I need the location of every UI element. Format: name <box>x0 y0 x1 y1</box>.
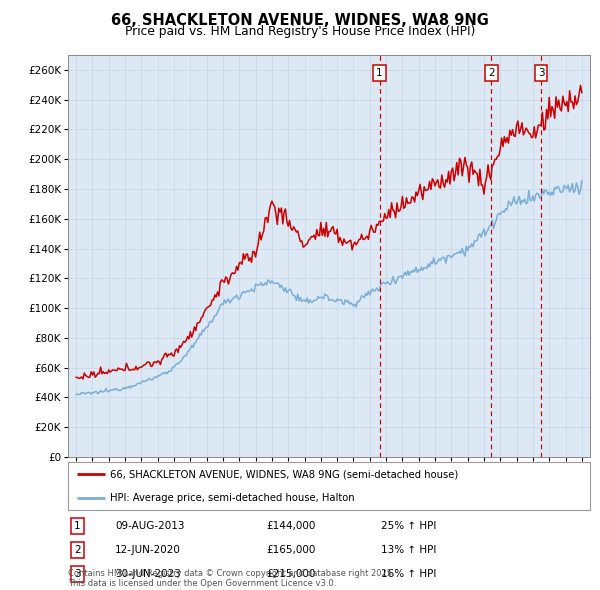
Text: Price paid vs. HM Land Registry's House Price Index (HPI): Price paid vs. HM Land Registry's House … <box>125 25 475 38</box>
Text: 66, SHACKLETON AVENUE, WIDNES, WA8 9NG: 66, SHACKLETON AVENUE, WIDNES, WA8 9NG <box>111 13 489 28</box>
Text: Contains HM Land Registry data © Crown copyright and database right 2025.
This d: Contains HM Land Registry data © Crown c… <box>68 569 395 588</box>
FancyBboxPatch shape <box>68 462 590 510</box>
Text: £215,000: £215,000 <box>266 569 316 579</box>
Text: 1: 1 <box>376 68 383 78</box>
Text: 12-JUN-2020: 12-JUN-2020 <box>115 545 181 555</box>
Text: HPI: Average price, semi-detached house, Halton: HPI: Average price, semi-detached house,… <box>110 493 355 503</box>
Text: £144,000: £144,000 <box>266 521 316 531</box>
Text: 16% ↑ HPI: 16% ↑ HPI <box>381 569 437 579</box>
Text: 09-AUG-2013: 09-AUG-2013 <box>115 521 184 531</box>
Text: 3: 3 <box>538 68 544 78</box>
Text: 2: 2 <box>488 68 494 78</box>
Text: 1: 1 <box>74 521 81 531</box>
Text: 25% ↑ HPI: 25% ↑ HPI <box>381 521 437 531</box>
Text: 2: 2 <box>74 545 81 555</box>
Text: £165,000: £165,000 <box>266 545 316 555</box>
Text: 3: 3 <box>74 569 81 579</box>
Text: 30-JUN-2023: 30-JUN-2023 <box>115 569 181 579</box>
Text: 13% ↑ HPI: 13% ↑ HPI <box>381 545 437 555</box>
Text: 66, SHACKLETON AVENUE, WIDNES, WA8 9NG (semi-detached house): 66, SHACKLETON AVENUE, WIDNES, WA8 9NG (… <box>110 470 458 480</box>
